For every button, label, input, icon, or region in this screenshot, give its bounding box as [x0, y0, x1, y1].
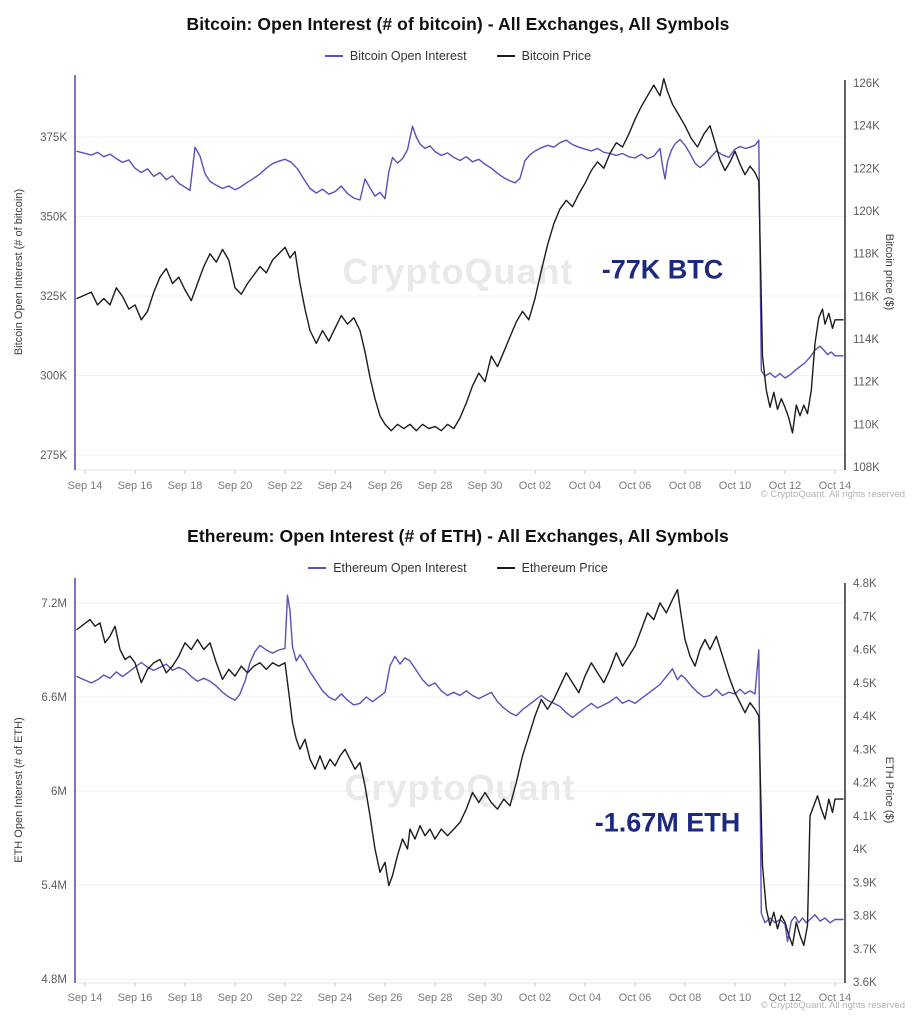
watermark-text: CryptoQuant [345, 767, 576, 808]
x-axis-tick-label: Oct 08 [669, 480, 701, 492]
ethereum-chart-title: Ethereum: Open Interest (# of ETH) - All… [187, 526, 729, 546]
left-axis-tick-label: 6M [51, 786, 67, 798]
ethereum-chart-legend: Ethereum Open Interest Ethereum Price [0, 561, 916, 575]
watermark-text: CryptoQuant [343, 251, 574, 292]
x-axis-tick-label: Sep 22 [268, 992, 303, 1004]
right-axis-tick-label: 116K [853, 291, 879, 303]
x-axis-tick-label: Sep 16 [118, 480, 153, 492]
x-axis-tick-label: Sep 18 [168, 480, 203, 492]
x-axis-tick-label: Sep 14 [68, 480, 103, 492]
left-axis-tick-label: 275K [40, 450, 67, 462]
right-axis-tick-label: 4.2K [853, 778, 877, 790]
x-axis-tick-label: Sep 14 [68, 992, 103, 1004]
right-axis-tick-label: 112K [853, 377, 879, 389]
x-axis-tick-label: Sep 20 [218, 480, 253, 492]
right-axis-tick-label: 3.9K [853, 877, 877, 889]
x-axis-tick-label: Sep 26 [368, 480, 403, 492]
x-axis-tick-label: Oct 02 [519, 480, 551, 492]
left-axis-tick-label: 350K [40, 212, 67, 224]
legend-item-ethereum-price: Ethereum Price [496, 561, 608, 575]
right-axis-tick-label: 4K [853, 844, 867, 856]
x-axis-tick-label: Oct 08 [669, 992, 701, 1004]
legend-dash-icon [496, 567, 515, 569]
bitcoin-chart-legend: Bitcoin Open Interest Bitcoin Price [0, 49, 916, 63]
left-axis-tick-label: 7.2M [41, 598, 67, 610]
ethereum-chart-section: CryptoQuant 4.8M 5.4M 6M 6.6M 7.2M 3.6K 3.7K 3.8… [0, 512, 916, 1024]
left-axis-tick-label: 375K [40, 132, 67, 144]
left-axis-tick-label: 5.4M [41, 880, 67, 892]
x-axis-tick-label: Oct 14 [819, 992, 851, 1004]
series-line-ethereum-price [76, 588, 844, 947]
x-axis-tick-label: Sep 16 [118, 992, 153, 1004]
right-axis-title: Bitcoin price ($) [883, 234, 895, 310]
x-axis-tick-label: Oct 04 [569, 480, 601, 492]
x-axis-tick-label: Sep 24 [318, 480, 353, 492]
right-axis-tick-label: 124K [853, 121, 880, 133]
right-axis-tick-label: 118K [853, 249, 879, 261]
legend-label: Bitcoin Open Interest [349, 49, 467, 63]
copyright-text: © CryptoQuant. All rights reserved [761, 1000, 905, 1011]
legend-item-bitcoin-open-interest: Bitcoin Open Interest [324, 49, 467, 63]
x-axis-tick-label: Sep 30 [468, 480, 503, 492]
left-axis-tick-label: 4.8M [41, 974, 67, 986]
left-axis-title: ETH Open Interest (# of ETH) [13, 717, 25, 863]
x-axis-tick-label: Sep 22 [268, 480, 303, 492]
delta-annotation: -77K BTC [602, 255, 724, 285]
series-line-ethereum-open-interest [76, 594, 844, 943]
x-axis-tick-label: Oct 10 [719, 992, 751, 1004]
x-axis-tick-label: Oct 02 [519, 992, 551, 1004]
left-axis-title: Bitcoin Open Interest (# of bitcoin) [13, 189, 25, 355]
x-axis-tick-label: Oct 12 [769, 480, 801, 492]
right-axis-tick-label: 4.7K [853, 611, 877, 623]
right-axis-tick-label: 4.1K [853, 811, 877, 823]
x-axis-tick-label: Oct 06 [619, 992, 651, 1004]
x-axis-tick-label: Oct 10 [719, 480, 751, 492]
delta-annotation: -1.67M ETH [595, 807, 741, 837]
x-axis-tick-label: Oct 12 [769, 992, 801, 1004]
left-axis-tick-label: 300K [40, 371, 67, 383]
x-axis-tick-label: Sep 26 [368, 992, 403, 1004]
legend-item-bitcoin-price: Bitcoin Price [496, 49, 592, 63]
right-axis-tick-label: 3.6K [853, 977, 877, 989]
right-axis-tick-label: 4.3K [853, 744, 877, 756]
right-axis-title: ETH Price ($) [883, 757, 895, 824]
series-line-bitcoin-price [76, 78, 844, 434]
legend-label: Bitcoin Price [521, 49, 592, 63]
x-axis-tick-label: Sep 28 [418, 480, 453, 492]
left-axis-tick-label: 325K [40, 291, 67, 303]
legend-item-ethereum-open-interest: Ethereum Open Interest [308, 561, 467, 575]
legend-dash-icon [324, 55, 343, 57]
copyright-text: © CryptoQuant. All rights reserved [761, 489, 905, 500]
right-axis-tick-label: 4.8K [853, 578, 877, 590]
right-axis-tick-label: 3.7K [853, 944, 877, 956]
x-axis-tick-label: Oct 14 [819, 480, 851, 492]
right-axis-tick-label: 108K [853, 462, 880, 474]
right-axis-tick-label: 122K [853, 163, 880, 175]
right-axis-tick-label: 4.5K [853, 678, 877, 690]
right-axis-tick-label: 4.4K [853, 711, 877, 723]
x-axis-tick-label: Sep 30 [468, 992, 503, 1004]
x-axis-tick-label: Oct 06 [619, 480, 651, 492]
legend-dash-icon [496, 55, 515, 57]
x-axis-tick-label: Sep 18 [168, 992, 203, 1004]
x-axis-tick-label: Oct 04 [569, 992, 601, 1004]
right-axis-tick-label: 4.6K [853, 645, 877, 657]
right-axis-tick-label: 110K [853, 419, 879, 431]
x-axis-tick-label: Sep 20 [218, 992, 253, 1004]
bitcoin-chart-title: Bitcoin: Open Interest (# of bitcoin) - … [186, 14, 730, 34]
series-line-bitcoin-open-interest [76, 125, 844, 379]
right-axis-tick-label: 126K [853, 78, 880, 90]
legend-dash-icon [308, 567, 327, 569]
x-axis-tick-label: Sep 28 [418, 992, 453, 1004]
right-axis-tick-label: 114K [853, 334, 879, 346]
right-axis-tick-label: 120K [853, 206, 880, 218]
legend-label: Ethereum Price [521, 561, 608, 575]
right-axis-tick-label: 3.8K [853, 911, 877, 923]
bitcoin-chart-plot: CryptoQuant 275K 300K 325K 350K 375K 108K 110K 1… [13, 75, 905, 500]
bitcoin-chart-section: CryptoQuant 275K 300K 325K 350K 375K 108K 110K 1… [0, 14, 916, 500]
legend-label: Ethereum Open Interest [333, 561, 467, 575]
ethereum-chart-plot: CryptoQuant 4.8M 5.4M 6M 6.6M 7.2M 3.6K 3.7K 3.8… [13, 578, 905, 1011]
x-axis-tick-label: Sep 24 [318, 992, 353, 1004]
left-axis-tick-label: 6.6M [41, 692, 67, 704]
